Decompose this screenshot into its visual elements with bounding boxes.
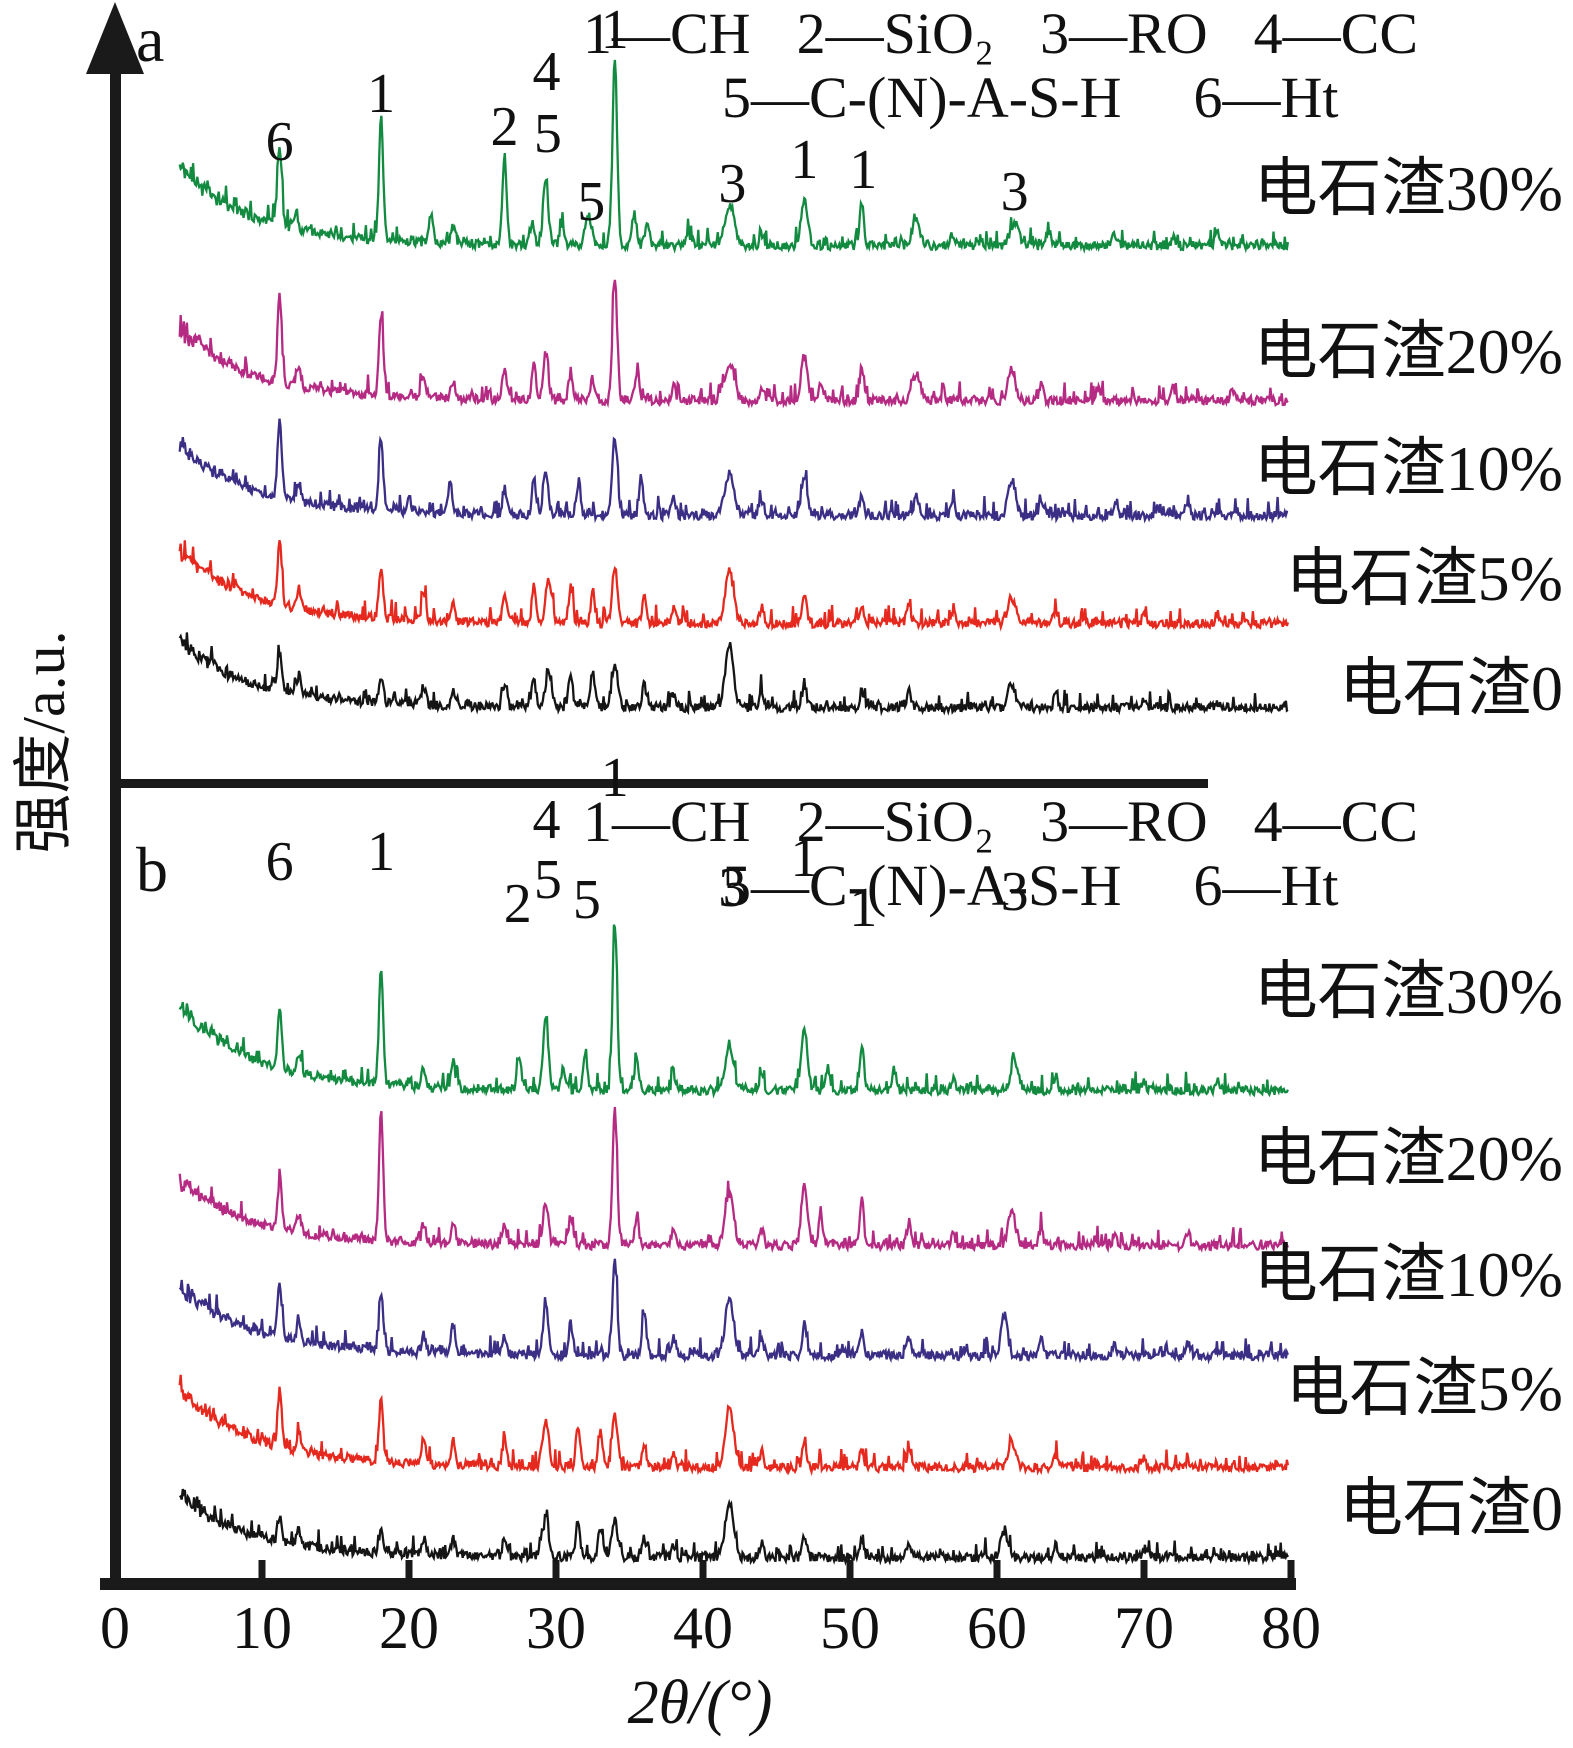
legend-item: 6—Ht [1193, 853, 1339, 918]
legend-item: 4—CC [1253, 1, 1419, 66]
peak-number-label: 1 [849, 139, 878, 201]
x-tick-label: 70 [1114, 1595, 1174, 1661]
legend-item: 3—RO [1040, 789, 1208, 854]
y-axis-line [110, 50, 121, 1590]
peak-number-label: 4 [532, 41, 561, 103]
xrd-curve-电石渣0 [178, 1488, 1289, 1567]
xrd-curve-电石渣10% [178, 418, 1289, 524]
xrd-curve-电石渣5% [178, 540, 1290, 632]
x-tick-label: 60 [967, 1595, 1027, 1661]
x-axis-tick [405, 1560, 413, 1578]
x-tick-label: 20 [379, 1595, 439, 1661]
x-axis-tick [846, 1560, 854, 1578]
peak-number-label: 2 [490, 96, 519, 158]
y-axis-arrow-icon [86, 2, 144, 74]
x-tick-label: 10 [232, 1595, 292, 1661]
legend-item: 2—SiO₂ [796, 789, 995, 854]
peak-number-label: 5 [572, 869, 601, 931]
legend-item: 3—RO [1040, 1, 1208, 66]
peak-number-label: 3 [1000, 161, 1029, 223]
xrd-curve-电石渣20% [178, 1106, 1289, 1254]
xrd-curve-电石渣0 [178, 632, 1289, 717]
series-label: 电石渣0 [1339, 653, 1563, 724]
x-axis-ticks [258, 1560, 1295, 1578]
peak-number-label: 1 [790, 129, 819, 191]
peak-number-label: 3 [718, 857, 747, 919]
legend-panel-b-row2: 5—C-(N)-A-S-H 6—Ht [722, 854, 1339, 918]
legend-item: 4—CC [1253, 789, 1419, 854]
panel-a-label: a [136, 4, 165, 75]
xrd-curve-电石渣30% [178, 924, 1289, 1099]
x-tick-label: 40 [673, 1595, 733, 1661]
legend-item: 2—SiO₂ [796, 1, 995, 66]
xrd-curve-电石渣30% [178, 59, 1290, 254]
peak-number-label: 4 [532, 789, 561, 851]
x-axis-tick [699, 1560, 707, 1578]
legend-item: 5—C-(N)-A-S-H [722, 853, 1122, 918]
series-label: 电石渣30% [1253, 153, 1563, 224]
peak-number-label: 6 [265, 111, 294, 173]
peak-number-label: 1 [849, 877, 878, 939]
series-label: 电石渣0 [1339, 1473, 1563, 1544]
xrd-curve-电石渣10% [178, 1258, 1289, 1365]
x-tick-label: 0 [100, 1595, 130, 1661]
legend-item: 1—CH [583, 1, 751, 66]
xrd-curve-电石渣5% [178, 1374, 1290, 1477]
x-tick-label: 80 [1261, 1595, 1321, 1661]
series-label: 电石渣10% [1253, 433, 1563, 504]
series-label: 电石渣5% [1285, 1353, 1563, 1424]
series-label: 电石渣5% [1285, 543, 1563, 614]
peak-number-label: 1 [367, 821, 396, 883]
peak-number-label: 1 [790, 827, 819, 889]
legend-item: 6—Ht [1193, 65, 1339, 130]
xrd-curve-电石渣20% [178, 279, 1289, 410]
peak-number-label: 5 [533, 103, 562, 165]
legend-item: 5—C-(N)-A-S-H [722, 65, 1122, 130]
legend-panel-a-row2: 5—C-(N)-A-S-H 6—Ht [722, 66, 1339, 130]
series-label: 电石渣20% [1253, 316, 1563, 387]
legend-panel-a-row1: 1—CH 2—SiO₂ 3—RO 4—CC [583, 2, 1418, 66]
x-axis-tick [993, 1560, 1001, 1578]
legend-panel-b-row1: 1—CH 2—SiO₂ 3—RO 4—CC [583, 790, 1418, 854]
peak-number-label: 6 [265, 831, 294, 893]
x-tick-label: 30 [526, 1595, 586, 1661]
x-axis-tick [258, 1560, 266, 1578]
xrd-curves-layer [178, 59, 1290, 1567]
peak-number-label: 3 [718, 153, 747, 215]
peak-number-label: 5 [533, 849, 562, 911]
legend-item: 1—CH [583, 789, 751, 854]
peak-number-label: 3 [1000, 861, 1029, 923]
x-axis-tick [1287, 1560, 1295, 1578]
panel-divider [111, 779, 1208, 788]
x-tick-label: 50 [820, 1595, 880, 1661]
peak-number-label: 1 [600, 0, 629, 61]
peak-number-label: 2 [503, 873, 532, 935]
panel-b-label: b [136, 834, 168, 905]
peak-number-label: 1 [367, 63, 396, 125]
x-axis-line [100, 1578, 1296, 1590]
series-label: 电石渣20% [1253, 1123, 1563, 1194]
y-axis-title: 强度/a.u. [11, 630, 77, 854]
series-label: 电石渣30% [1253, 956, 1563, 1027]
peak-number-label: 5 [577, 171, 606, 233]
x-axis-title: 2θ/(°) [627, 1669, 773, 1737]
x-axis-tick [1140, 1560, 1148, 1578]
peak-number-label: 1 [600, 747, 629, 809]
series-label: 电石渣10% [1253, 1239, 1563, 1310]
x-axis-tick [552, 1560, 560, 1578]
